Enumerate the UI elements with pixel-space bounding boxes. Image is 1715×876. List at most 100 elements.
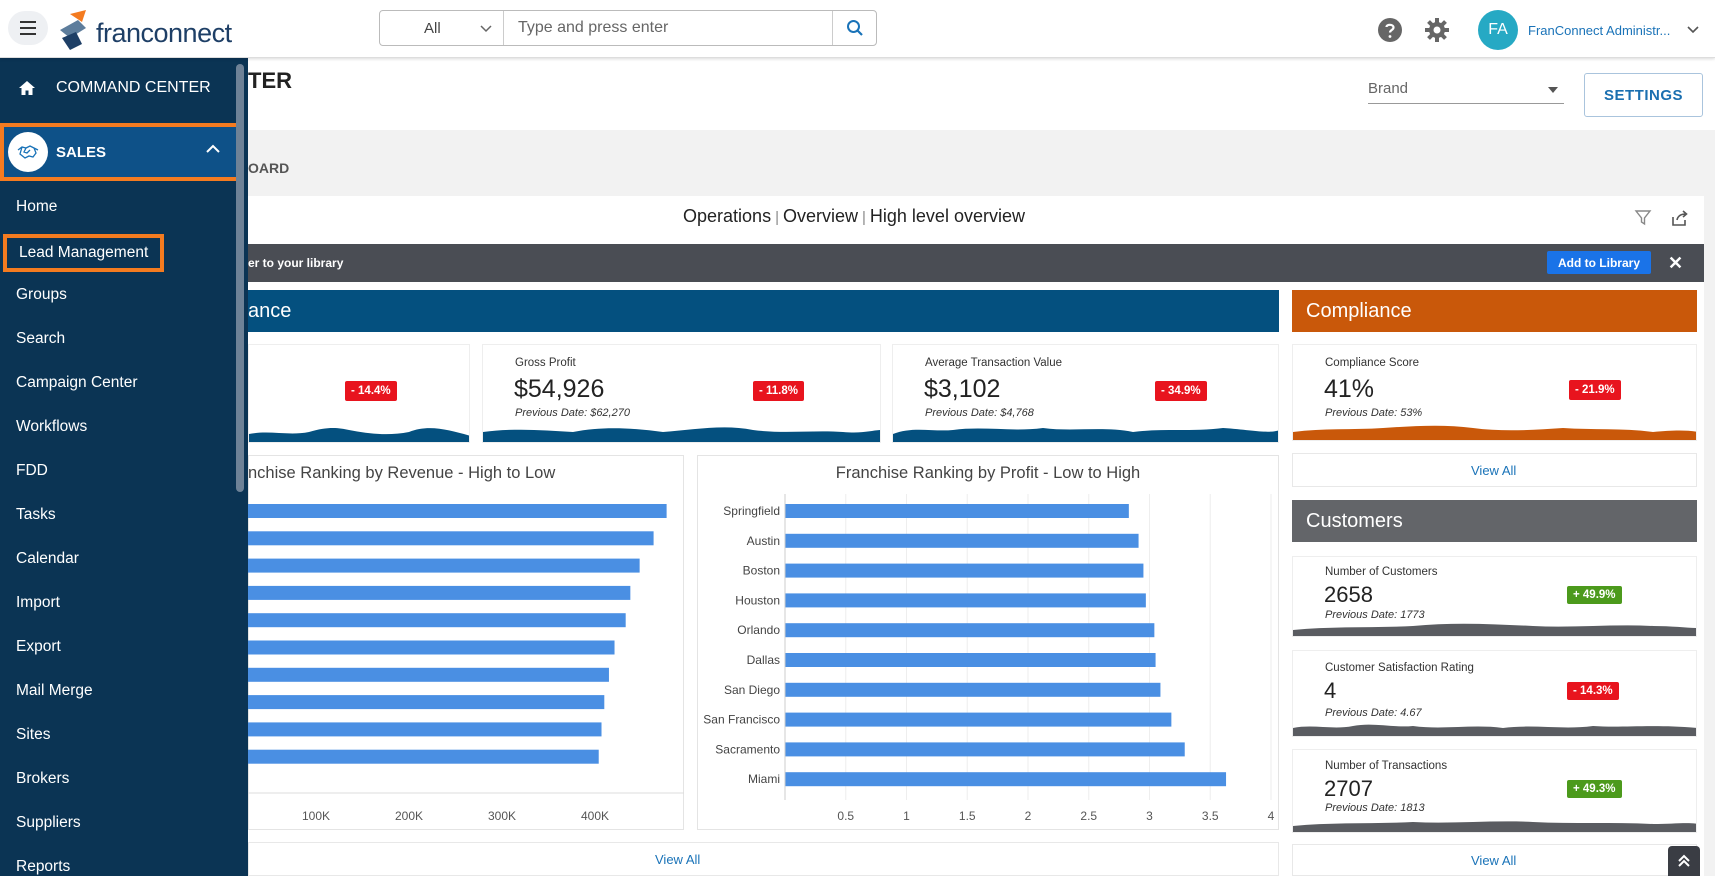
franconnect-logo[interactable]: franconnect [56, 8, 232, 52]
bar[interactable] [785, 623, 1155, 638]
sidebar-item-tasks[interactable]: Tasks [16, 506, 56, 523]
customers-view-all-link[interactable]: View All [1471, 853, 1517, 868]
bar[interactable] [248, 531, 654, 546]
sidebar-item-brokers[interactable]: Brokers [16, 770, 70, 787]
bar[interactable] [248, 504, 667, 518]
sidebar-item-command-center[interactable]: COMMAND CENTER [0, 58, 248, 118]
sparkline [1293, 623, 1696, 636]
sparkline [249, 428, 469, 442]
sidebar-item-lead-management[interactable]: Lead Management [3, 234, 165, 272]
kpi-value: $54,926 [514, 375, 605, 403]
bar[interactable] [248, 695, 605, 710]
finance-view-all-link[interactable]: View All [655, 852, 701, 867]
kpi-card-compliance-score[interactable]: Compliance Score 41% Previous Date: 53% … [1292, 344, 1697, 441]
bar[interactable] [785, 533, 1139, 548]
gear-icon[interactable] [1424, 17, 1450, 43]
compliance-view-all-link[interactable]: View All [1471, 463, 1517, 478]
scroll-to-top-button[interactable] [1668, 846, 1700, 876]
bar[interactable] [248, 613, 626, 628]
sidebar-item-home[interactable]: Home [16, 198, 58, 215]
bar[interactable] [785, 593, 1146, 608]
x-tick-label: 3 [1146, 809, 1153, 823]
bar[interactable] [248, 722, 602, 737]
bar[interactable] [785, 653, 1156, 667]
share-icon[interactable] [1670, 209, 1690, 227]
compliance-header-label: Compliance [1306, 299, 1412, 322]
chevron-down-icon[interactable] [1686, 24, 1700, 34]
user-name[interactable]: FranConnect Administr... [1528, 23, 1671, 38]
bar[interactable] [248, 585, 631, 600]
category-label: Orlando [737, 623, 780, 637]
finance-view-all-box [248, 842, 1279, 876]
category-label: Miami [748, 772, 780, 786]
x-tick-label: 2.5 [1080, 809, 1097, 823]
dashboard-title-part: Operations [683, 206, 772, 226]
kpi-previous: Previous Date: 4.67 [1325, 707, 1422, 719]
category-label: Austin [747, 534, 780, 548]
kpi-title: Compliance Score [1325, 357, 1419, 369]
help-icon[interactable] [1377, 17, 1403, 43]
kpi-previous: Previous Date: 1813 [1325, 802, 1425, 814]
x-tick-label: 300K [488, 809, 516, 823]
kpi-card-average-transaction-value[interactable]: Average Transaction Value $3,102 Previou… [892, 344, 1279, 443]
sidebar-item-sites[interactable]: Sites [16, 726, 51, 743]
kpi-delta-badge: - 11.8% [753, 381, 804, 401]
kpi-previous: Previous Date: $4,768 [925, 407, 1034, 419]
add-to-library-button[interactable]: Add to Library [1547, 251, 1651, 274]
bar[interactable] [785, 504, 1129, 518]
global-search: All [379, 10, 877, 46]
finance-header-label: ance [248, 299, 292, 322]
x-tick-label: 400K [581, 809, 609, 823]
sidebar-section-sales[interactable]: SALES [0, 123, 243, 181]
home-icon [19, 81, 35, 95]
sidebar-scrollbar[interactable] [236, 64, 244, 492]
sidebar-item-groups[interactable]: Groups [16, 286, 67, 303]
sidebar-item-mail-merge[interactable]: Mail Merge [16, 682, 93, 699]
bar[interactable] [248, 640, 615, 655]
kpi-value: 41% [1324, 375, 1375, 403]
kpi-previous: Previous Date: $62,270 [515, 407, 630, 419]
brand-select[interactable]: Brand [1368, 80, 1564, 104]
menu-icon[interactable] [8, 11, 48, 45]
search-input[interactable] [504, 11, 832, 45]
kpi-card-gross-profit[interactable]: Gross Profit $54,926 Previous Date: $62,… [482, 344, 881, 443]
bar[interactable] [248, 667, 609, 682]
category-label: San Diego [724, 683, 780, 697]
kpi-card-customer-satisfaction[interactable]: Customer Satisfaction Rating 4 Previous … [1292, 650, 1697, 737]
bar[interactable] [248, 558, 640, 573]
bar[interactable] [785, 712, 1172, 727]
sidebar-item-fdd[interactable]: FDD [16, 462, 48, 479]
avatar[interactable]: FA [1478, 10, 1518, 50]
sidebar-item-campaign-center[interactable]: Campaign Center [16, 374, 138, 391]
kpi-card[interactable]: - 14.4% [248, 344, 470, 443]
sidebar-item-workflows[interactable]: Workflows [16, 418, 88, 435]
kpi-card-number-of-transactions[interactable]: Number of Transactions 2707 Previous Dat… [1292, 749, 1697, 833]
bar[interactable] [785, 742, 1185, 757]
kpi-delta-badge: - 34.9% [1155, 381, 1207, 401]
kpi-value: $3,102 [924, 375, 1001, 403]
sidebar-item-calendar[interactable]: Calendar [16, 550, 79, 567]
kpi-card-number-of-customers[interactable]: Number of Customers 2658 Previous Date: … [1292, 556, 1697, 637]
customers-header: Customers [1292, 500, 1697, 542]
sidebar-item-search[interactable]: Search [16, 330, 66, 347]
kpi-title: Customer Satisfaction Rating [1325, 662, 1474, 674]
dashboard-title: Operations | Overview | High level overview [683, 206, 1025, 226]
bar[interactable] [785, 563, 1144, 578]
search-scope-select[interactable]: All [380, 11, 504, 45]
settings-button[interactable]: SETTINGS [1584, 73, 1703, 117]
chart-title: nchise Ranking by Revenue - High to Low [248, 464, 556, 482]
bar[interactable] [785, 772, 1227, 787]
sidebar-item-suppliers[interactable]: Suppliers [16, 814, 81, 831]
bar[interactable] [785, 682, 1161, 697]
close-icon[interactable]: ✕ [1668, 253, 1684, 273]
sidebar-item-import[interactable]: Import [16, 594, 60, 611]
kpi-title: Average Transaction Value [925, 357, 1063, 369]
sidebar-item-export[interactable]: Export [16, 638, 61, 655]
dashboard-title-part: Overview [782, 206, 858, 226]
category-label: Houston [735, 593, 780, 607]
sidebar-item-reports[interactable]: Reports [16, 858, 71, 875]
bar[interactable] [248, 749, 599, 764]
search-button[interactable] [832, 11, 876, 45]
filter-icon[interactable] [1634, 209, 1652, 227]
sparkline [483, 427, 880, 442]
